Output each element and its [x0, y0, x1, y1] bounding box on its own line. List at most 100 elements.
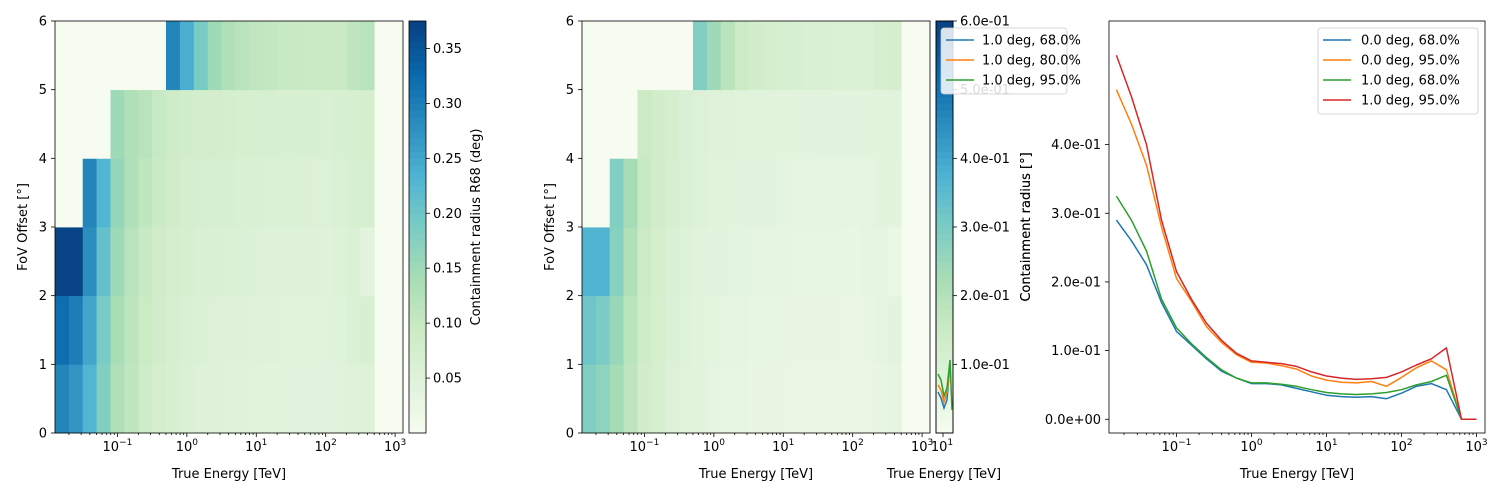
heatmap-cell: [887, 295, 902, 365]
heatmap-cell: [804, 364, 819, 434]
colorbar-segment: [936, 165, 953, 173]
heatmap-cell: [762, 227, 777, 297]
heatmap-cell: [249, 89, 264, 159]
heatmap-cell: [665, 295, 680, 365]
heatmap-cell: [887, 158, 902, 228]
heatmap-cell: [845, 364, 861, 434]
heatmap2-xtick-label: 10−1: [630, 438, 660, 455]
heatmap-cell: [706, 158, 722, 228]
heatmap-cell: [207, 89, 222, 159]
heatmap-cell: [360, 21, 375, 91]
heatmap-cell: [304, 227, 320, 297]
series-line: [1115, 219, 1477, 421]
heatmap-cell: [748, 89, 763, 159]
colorbar-tick-label: 0.10: [433, 317, 462, 332]
heatmap-cell: [595, 21, 611, 91]
colorbar-segment: [409, 41, 426, 49]
heatmap-cell: [221, 227, 236, 297]
heatmap-cell: [235, 89, 250, 159]
legend-entry: 0.0 deg, 95.0%: [1361, 54, 1460, 69]
heatmap-cell: [263, 227, 278, 297]
heatmap-cell: [68, 89, 84, 159]
colorbar-segment: [936, 275, 953, 283]
heatmap-cell: [110, 89, 125, 159]
heatmap-cell: [165, 89, 181, 159]
heatmap-cell: [165, 227, 181, 297]
heatmap-cell: [249, 158, 264, 228]
heatmap-cell: [96, 89, 111, 159]
colorbar-segment: [409, 117, 426, 125]
line-panel-main: 10−1 100 101 102 103 0.0e+00 1.0e-01 2.0e-01 3.0…: [1019, 20, 1488, 482]
colorbar-segment: [409, 357, 426, 365]
heatmap-cell: [152, 295, 167, 365]
colorbar-tick-label: 0.05: [433, 372, 462, 387]
heatmap-cell: [277, 89, 292, 159]
heatmap-cell: [263, 295, 278, 365]
heatmap-cell: [859, 227, 874, 297]
ytick-label: 3: [566, 221, 574, 236]
heatmap-cell: [249, 295, 264, 365]
legend-entry: 1.0 deg, 68.0%: [982, 34, 1081, 49]
heatmap-cell: [277, 295, 292, 365]
colorbar-segment: [409, 323, 426, 331]
heatmap-cell: [790, 89, 805, 159]
colorbar-segment: [409, 309, 426, 317]
heatmap-cell: [637, 295, 652, 365]
ytick-label: 0.0e+00: [1045, 413, 1101, 428]
heatmap-cell: [734, 89, 749, 159]
heatmap-cell: [124, 89, 139, 159]
heatmap-cell: [138, 89, 153, 159]
heatmap-cell: [318, 364, 334, 434]
heatmap-cell: [96, 364, 111, 434]
colorbar-segment: [936, 350, 953, 358]
heatmap-cell: [651, 89, 666, 159]
heatmap-cell: [692, 89, 708, 159]
heatmap-cell: [138, 295, 153, 365]
colorbar-segment: [409, 227, 426, 235]
line-panel-squeezed: 101 True Energy [TeV] Containment radius […: [886, 20, 1081, 482]
line4-xtick-label: 102: [1390, 438, 1412, 455]
colorbar-segment: [936, 110, 953, 118]
heatmap-cell: [623, 295, 638, 365]
y-axis-label: Containment radius [°]: [1019, 152, 1034, 301]
y-axis-label: FoV Offset [°]: [543, 183, 558, 271]
heatmap-cell: [762, 21, 777, 91]
ytick-label: 4: [566, 152, 574, 167]
heatmap-cell: [110, 364, 125, 434]
heatmap-cell: [762, 295, 777, 365]
heatmap1-xtick-label: 102: [315, 438, 337, 455]
colorbar-segment: [409, 206, 426, 214]
heatmap-cell: [55, 21, 70, 91]
colorbar-tick-label: 3.0e-01: [960, 221, 1010, 236]
heatmap-cell: [110, 295, 125, 365]
heatmap-cell: [776, 21, 791, 91]
heatmap-cell: [290, 21, 306, 91]
heatmap-cell: [859, 21, 874, 91]
heatmap-cell: [207, 364, 222, 434]
legend-entry: 1.0 deg, 80.0%: [982, 54, 1081, 69]
heatmap-cell: [692, 21, 708, 91]
heatmap-cell: [859, 158, 874, 228]
heatmap-cell: [68, 364, 84, 434]
heatmap-cell: [179, 295, 195, 365]
colorbar-segment: [936, 96, 953, 104]
heatmap-cell: [290, 295, 306, 365]
ytick-label: 2.0e-01: [1051, 275, 1101, 290]
colorbar-segment: [409, 412, 426, 420]
x-axis-label: True Energy [TeV]: [698, 467, 813, 482]
heatmap-cell: [873, 364, 888, 434]
heatmap-cell: [873, 158, 888, 228]
colorbar-segment: [409, 261, 426, 269]
heatmap-cell: [277, 158, 292, 228]
heatmap2-xtick-label: 102: [842, 438, 864, 455]
heatmap-cell: [734, 295, 749, 365]
y-axis-label: Containment radius [°]: [1019, 152, 1034, 301]
legend-entry: 0.0 deg, 68.0%: [1361, 34, 1460, 49]
heatmap-cell: [332, 364, 347, 434]
heatmap2-xtick-label: 101: [772, 438, 794, 455]
heatmap-cell: [831, 158, 847, 228]
heatmap-cell: [623, 158, 638, 228]
heatmap-cell: [277, 227, 292, 297]
heatmap-cell: [859, 295, 874, 365]
